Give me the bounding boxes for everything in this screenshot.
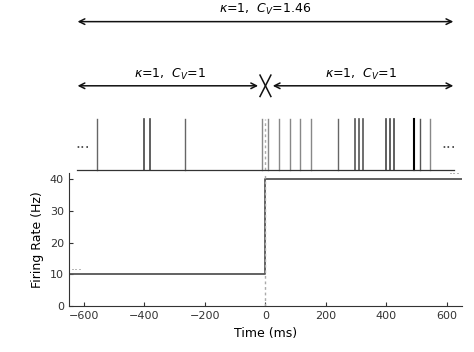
Text: ...: ... [70, 260, 82, 273]
Text: ...: ... [75, 136, 90, 151]
Text: $\kappa$=1,  $C_V$=1.46: $\kappa$=1, $C_V$=1.46 [219, 2, 311, 17]
X-axis label: Time (ms): Time (ms) [234, 327, 297, 340]
Text: $\kappa$=1,  $C_V$=1: $\kappa$=1, $C_V$=1 [134, 67, 206, 82]
Y-axis label: Firing Rate (Hz): Firing Rate (Hz) [31, 191, 44, 288]
Text: $\kappa$=1,  $C_V$=1: $\kappa$=1, $C_V$=1 [325, 67, 397, 82]
Text: ...: ... [441, 136, 456, 151]
Text: ...: ... [448, 164, 461, 177]
